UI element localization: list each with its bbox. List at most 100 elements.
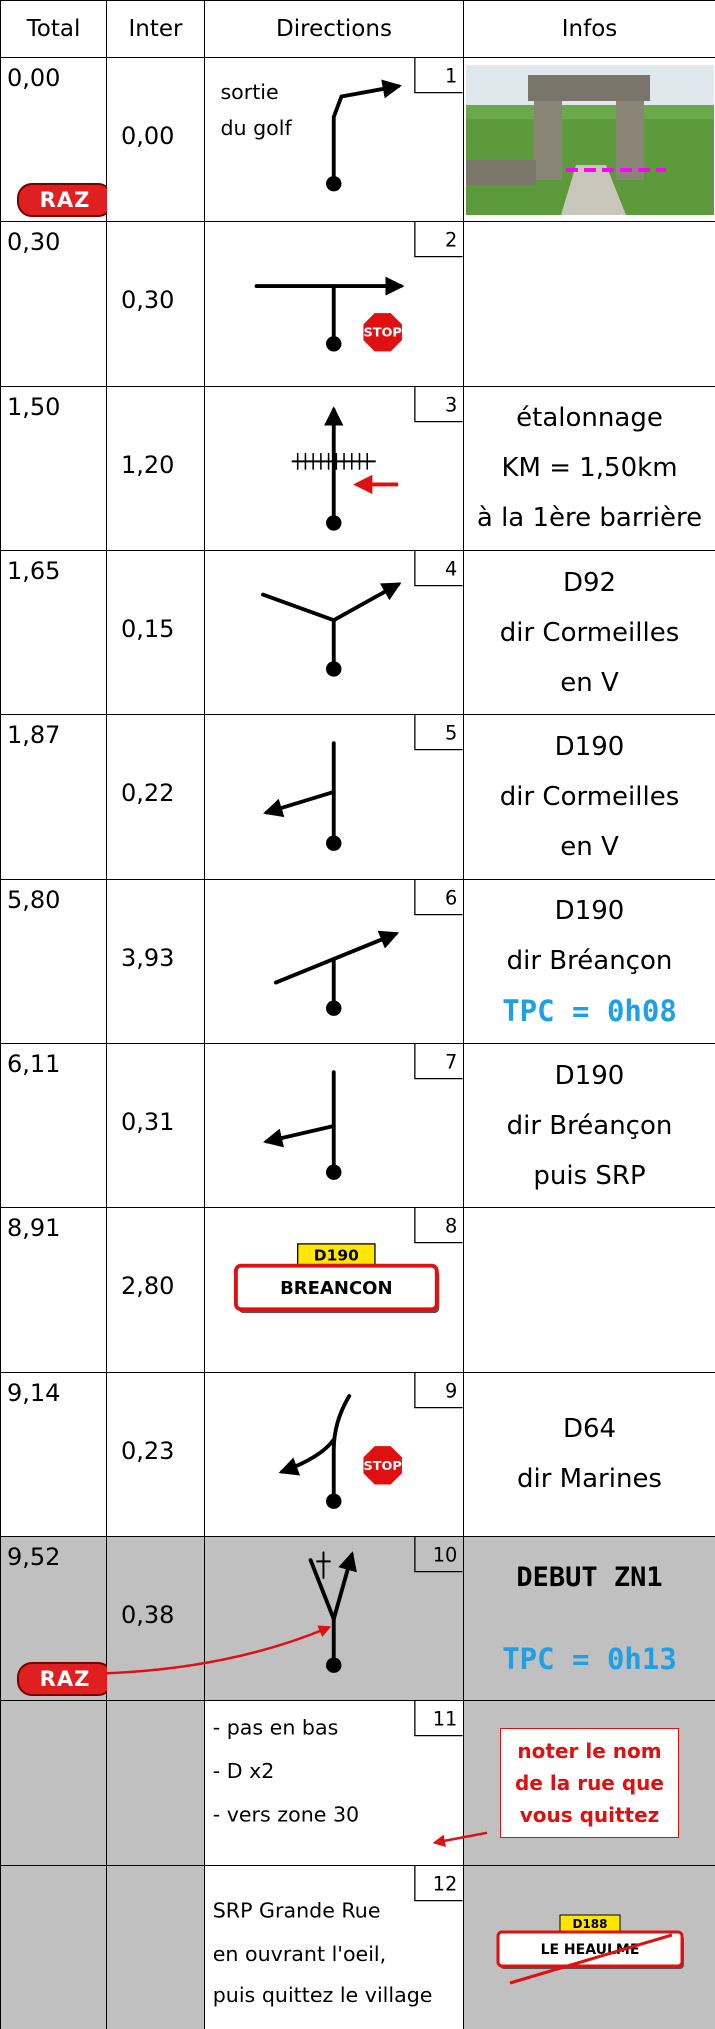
total-cell: 8,91: [1, 1208, 107, 1372]
total: 5,80: [7, 886, 60, 914]
directions-cell: 3: [205, 387, 464, 551]
directions-cell: 8D190BREANCON: [205, 1208, 464, 1372]
step-number: 3: [445, 393, 457, 416]
inter-cell: 0,00: [107, 58, 205, 222]
step-number: 1: [445, 64, 457, 87]
direction-diagram: 10: [205, 1537, 463, 1700]
directions-cell: 10: [205, 1537, 464, 1701]
info-line: D92: [563, 558, 616, 608]
road-line: [334, 1555, 352, 1619]
direction-text: puis quittez le village: [213, 1983, 433, 2007]
direction-text: - vers zone 30: [213, 1803, 359, 1827]
road-line: [282, 1439, 334, 1471]
start-dot: [326, 1165, 341, 1180]
total-cell: 5,80: [1, 880, 107, 1044]
info-line: D190: [555, 886, 625, 936]
infos-cell: [464, 58, 715, 222]
road-line: [334, 96, 342, 183]
body: TotalInterDirectionsInfos0,00RAZ0,001sor…: [0, 0, 715, 2029]
reset-badge: RAZ: [17, 1662, 113, 1696]
reset-badge: RAZ: [17, 183, 113, 217]
infos-cell: [464, 222, 715, 386]
infos-cell: [464, 1208, 715, 1372]
note-box: noter le nomde la rue quevous quittez: [500, 1728, 679, 1838]
step-number: 7: [445, 1050, 457, 1073]
info-line: dir Cormeilles: [500, 608, 680, 658]
inter-cell: 0,31: [107, 1044, 205, 1208]
direction-text: sortie: [220, 80, 278, 104]
start-dot: [326, 661, 341, 676]
direction-diagram: 9STOP: [205, 1373, 463, 1536]
step-number: 2: [445, 229, 457, 252]
direction-diagram: 5: [205, 715, 463, 878]
direction-diagram: 6: [205, 880, 463, 1043]
tpc: TPC = 0h08: [502, 986, 677, 1036]
total: 0,30: [7, 228, 60, 256]
inter: 0,31: [121, 1108, 174, 1136]
info-line: D190: [555, 1051, 625, 1101]
direction-text: SRP Grande Rue: [213, 1898, 381, 1922]
note-line: vous quittez: [515, 1799, 664, 1831]
total-cell: 1,87: [1, 715, 107, 879]
infos-cell: D188LE HEAULME: [464, 1866, 715, 2029]
start-dot: [326, 1658, 341, 1673]
step-number: 5: [445, 722, 457, 745]
direction-diagram: 3: [205, 387, 463, 550]
total-cell: 6,11: [1, 1044, 107, 1208]
infos-cell: DEBUT ZN1 TPC = 0h13: [464, 1537, 715, 1701]
sign-road: D190: [314, 1247, 359, 1265]
directions-cell: 11- pas en bas- D x2- vers zone 30: [205, 1701, 464, 1865]
start-dot: [326, 1000, 341, 1015]
inter-cell: 0,23: [107, 1373, 205, 1537]
inter-cell: 0,22: [107, 715, 205, 879]
directions-cell: 5: [205, 715, 464, 879]
inter: 1,20: [121, 451, 174, 479]
stop-label: STOP: [363, 326, 401, 341]
start-dot: [326, 176, 341, 191]
inter-cell: [107, 1866, 205, 2029]
tpc: TPC = 0h13: [502, 1634, 677, 1684]
info-line: puis SRP: [533, 1151, 645, 1201]
info-line: dir Marines: [517, 1454, 662, 1504]
info-line: dir Bréançon: [507, 1101, 673, 1151]
infos-cell: D92dir Cormeillesen V: [464, 551, 715, 715]
step-number: 10: [433, 1543, 458, 1566]
step-number: 6: [445, 886, 457, 909]
step-number: 9: [445, 1379, 457, 1402]
inter: 2,80: [121, 1272, 174, 1300]
directions-cell: 4: [205, 551, 464, 715]
info-line: en V: [560, 822, 619, 872]
total-cell: 1,65: [1, 551, 107, 715]
total: 1,87: [7, 721, 60, 749]
total: 8,91: [7, 1214, 60, 1242]
info-line: D190: [555, 722, 625, 772]
road-line: [267, 1126, 334, 1141]
road-line: [341, 86, 398, 96]
direction-diagram: 2 STOP: [205, 222, 463, 385]
road-line: [311, 1560, 334, 1663]
total-cell: 9,14: [1, 1373, 107, 1537]
page: Roadbook {"header": {"total": "Total", "…: [0, 0, 715, 2029]
inter: 0,38: [121, 1601, 174, 1629]
total: 9,14: [7, 1379, 60, 1407]
header-cell: Inter: [107, 1, 205, 58]
header-cell: Directions: [205, 1, 464, 58]
info-line: DEBUT ZN1: [516, 1553, 662, 1603]
directions-cell: 7: [205, 1044, 464, 1208]
total-cell: 0,30: [1, 222, 107, 386]
inter: 0,23: [121, 1437, 174, 1465]
note-line: noter le nom: [515, 1735, 664, 1767]
directions-cell: 2 STOP: [205, 222, 464, 386]
info-line: étalonnage: [516, 393, 663, 443]
directions-cell: 6: [205, 880, 464, 1044]
inter: 3,93: [121, 944, 174, 972]
